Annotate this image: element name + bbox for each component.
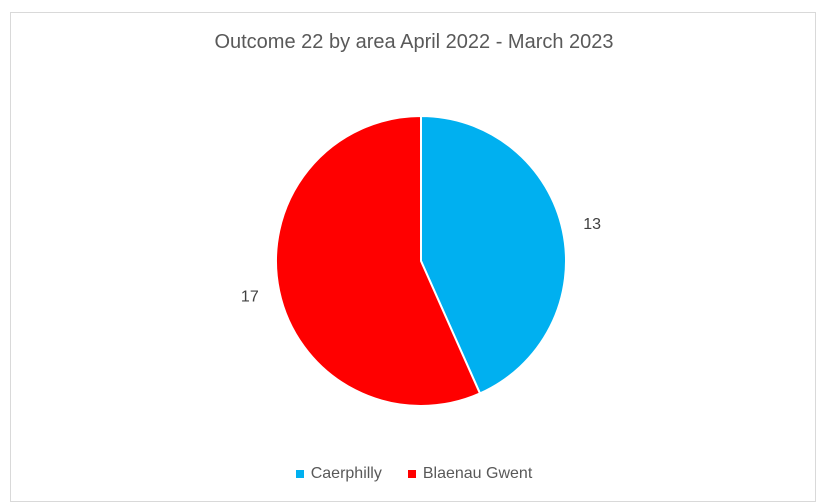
legend-item-caerphilly: Caerphilly: [295, 465, 382, 483]
data-label-blaenau-gwent: 17: [241, 289, 259, 306]
data-label-caerphilly: 13: [583, 216, 601, 233]
chart-title: Outcome 22 by area April 2022 - March 20…: [214, 31, 614, 53]
legend-label-caerphilly: Caerphilly: [310, 465, 382, 482]
legend: Caerphilly Blaenau Gwent: [11, 465, 817, 483]
pie-slice-caerphilly: [420, 114, 567, 395]
pie-slice-blaenau-gwent: [275, 114, 482, 407]
pie-chart: 13 17: [241, 114, 601, 407]
legend-item-blaenau-gwent: Blaenau Gwent: [407, 465, 533, 483]
legend-label-blaenau-gwent: Blaenau Gwent: [422, 465, 533, 482]
legend-swatch-caerphilly: [295, 470, 304, 478]
chart-area: Outcome 22 by area April 2022 - March 20…: [10, 12, 816, 502]
legend-swatch-blaenau-gwent: [407, 470, 416, 478]
